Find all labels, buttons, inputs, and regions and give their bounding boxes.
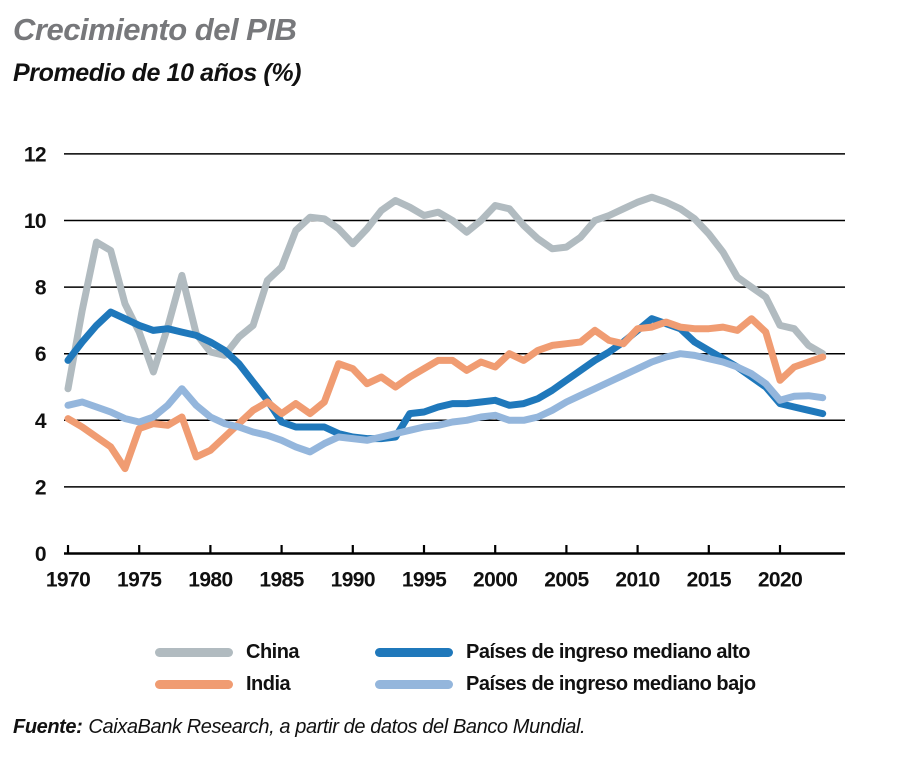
y-axis-tick-label-10: 10 <box>24 210 46 233</box>
series-line-india <box>64 315 827 473</box>
series-line-china <box>64 193 827 393</box>
plot-area: 0 2 4 6 8 10 12 1970 1975 1980 1985 1990 1995 2000 200… <box>24 143 845 592</box>
y-axis-tick-label-8: 8 <box>35 277 47 300</box>
x-axis-tick-label-1985: 1985 <box>259 569 304 592</box>
source-label: Fuente: <box>13 716 83 738</box>
x-axis-tick-label-1970: 1970 <box>46 569 90 592</box>
y-axis-tick-label-6: 6 <box>35 343 46 366</box>
chart-subtitle: Promedio de 10 años (%) <box>13 59 302 87</box>
series-line-pa-ses-de-ingreso-mediano-alto <box>64 308 827 443</box>
x-axis-tick-label-1975: 1975 <box>117 569 162 592</box>
series-line-pa-ses-de-ingreso-mediano-bajo <box>64 350 827 456</box>
x-axis-tick-label-2000: 2000 <box>473 569 517 592</box>
x-axis-tick-label-1980: 1980 <box>188 569 232 592</box>
y-axis-tick-label-4: 4 <box>35 410 47 433</box>
source-text: CaixaBank Research, a partir de datos de… <box>88 716 586 738</box>
x-axis-tick-label-1990: 1990 <box>331 569 375 592</box>
y-axis-tick-label-12: 12 <box>24 143 46 166</box>
y-axis-tick-label-0: 0 <box>35 543 46 566</box>
x-axis-tick-label-2010: 2010 <box>615 569 659 592</box>
source-note: Fuente: CaixaBank Research, a partir de d… <box>13 716 586 739</box>
x-axis-tick-label-2005: 2005 <box>544 569 589 592</box>
chart-title: Crecimiento del PIB <box>13 12 297 47</box>
y-axis-tick-label-2: 2 <box>35 476 46 499</box>
x-axis-tick-label-2020: 2020 <box>758 569 802 592</box>
x-axis-tick-label-1995: 1995 <box>402 569 447 592</box>
x-axis-tick-label-2015: 2015 <box>687 569 732 592</box>
